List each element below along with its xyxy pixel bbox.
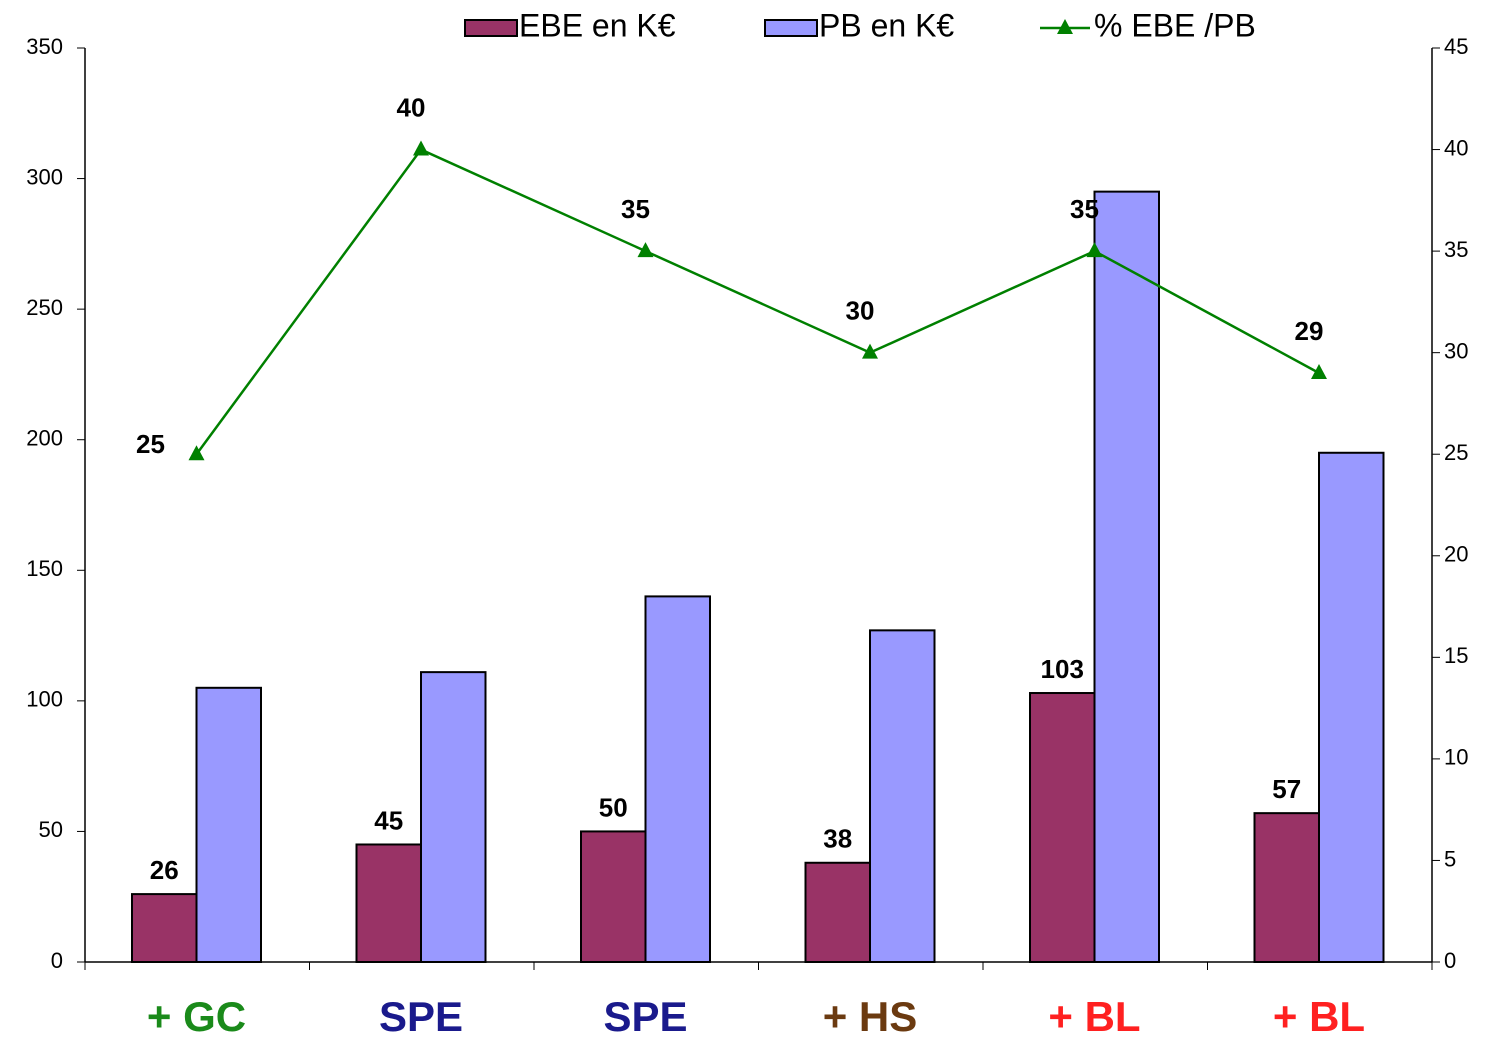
legend-label: EBE en K€ (519, 7, 676, 43)
y2-tick-label: 45 (1444, 34, 1468, 59)
bar (420, 671, 487, 963)
y2-tick-label: 30 (1444, 338, 1468, 363)
marker (188, 445, 205, 461)
y2-tick-label: 40 (1444, 135, 1468, 160)
line (195, 147, 1320, 455)
legend-label: % EBE /PB (1094, 7, 1256, 43)
bar (1029, 692, 1096, 963)
marker (1086, 242, 1103, 258)
data-label: 35 (1070, 194, 1099, 224)
data-label: 30 (846, 296, 875, 326)
data-label: 35 (621, 194, 650, 224)
y-tick-label: 350 (26, 34, 63, 59)
bar (1253, 812, 1320, 963)
x-tick-label: SPE (379, 993, 463, 1040)
data-label: 45 (374, 805, 403, 835)
marker (637, 242, 654, 258)
y-tick-label: 100 (26, 687, 63, 712)
y2-tick-label: 5 (1444, 846, 1456, 871)
x-tick-label: + HS (823, 993, 918, 1040)
data-label: 50 (599, 792, 628, 822)
y2-tick-label: 10 (1444, 745, 1468, 770)
bar (195, 686, 262, 963)
bar (1093, 190, 1160, 963)
data-label: 103 (1041, 654, 1084, 684)
x-tick-label: + GC (147, 993, 246, 1040)
y2-tick-label: 20 (1444, 542, 1468, 567)
y-tick-label: 200 (26, 426, 63, 451)
legend-swatch (764, 19, 818, 37)
x-tick-label: + BL (1048, 993, 1140, 1040)
data-label: 29 (1295, 316, 1324, 346)
y-tick-label: 50 (39, 817, 63, 842)
y2-tick-label: 0 (1444, 948, 1456, 973)
y2-tick-label: 25 (1444, 440, 1468, 465)
data-label: 26 (150, 855, 179, 885)
legend-marker (1057, 19, 1073, 34)
legend-label: PB en K€ (819, 7, 954, 43)
bar (131, 893, 198, 963)
bar (869, 629, 936, 963)
bar (644, 595, 711, 964)
y2-tick-label: 35 (1444, 237, 1468, 262)
bar (580, 830, 647, 964)
data-label: 25 (136, 429, 165, 459)
bar (1318, 451, 1385, 963)
legend-swatch (464, 19, 518, 37)
y2-tick-label: 15 (1444, 643, 1468, 668)
marker (862, 343, 878, 359)
data-label: 38 (823, 824, 852, 854)
bar (804, 861, 871, 963)
marker (1311, 363, 1327, 379)
x-tick-label: + BL (1273, 993, 1365, 1040)
y-tick-label: 300 (26, 164, 63, 189)
y-tick-label: 250 (26, 295, 63, 320)
data-label: 40 (397, 92, 426, 122)
y-tick-label: 150 (26, 556, 63, 581)
y-tick-label: 0 (51, 948, 63, 973)
marker (413, 140, 429, 156)
bar (355, 843, 422, 963)
x-tick-label: SPE (603, 993, 687, 1040)
data-label: 57 (1272, 774, 1301, 804)
